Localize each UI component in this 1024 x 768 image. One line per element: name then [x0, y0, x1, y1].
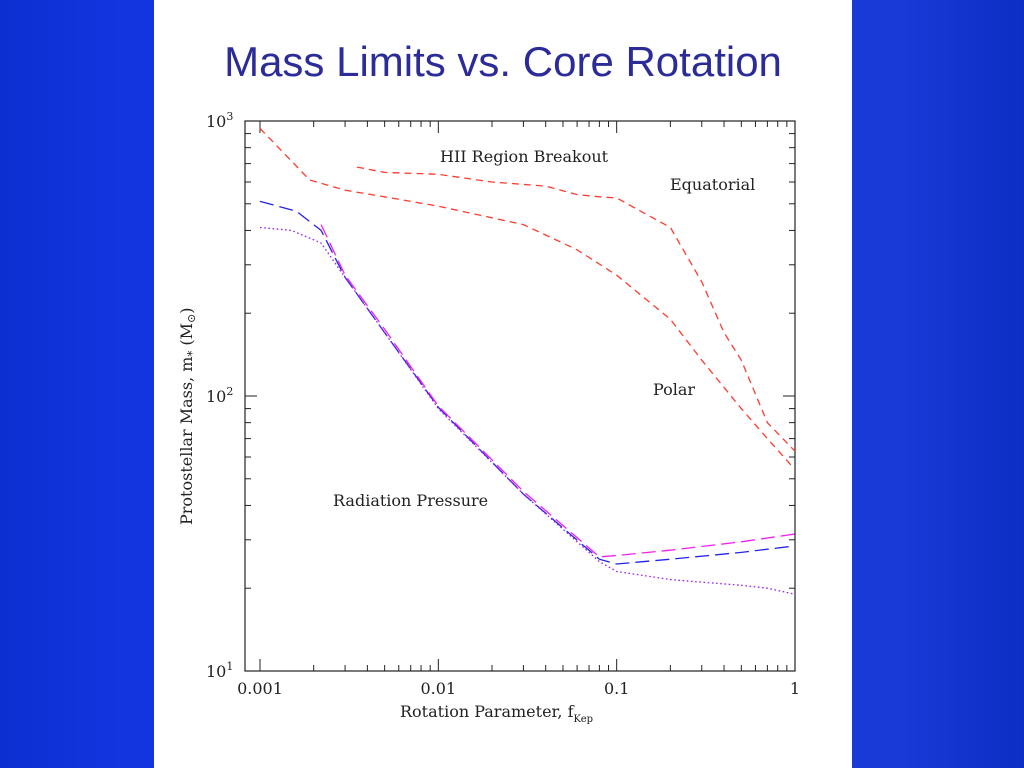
x-tick-label: 0.01	[420, 679, 456, 698]
y-tick-label: 101	[206, 660, 233, 681]
x-tick-label: 0.001	[237, 679, 283, 698]
y-tick-label: 102	[206, 385, 233, 406]
series-line-3	[259, 200, 796, 565]
series-line-2	[259, 127, 796, 471]
x-axis-label: Rotation Parameter, fKep	[400, 702, 593, 725]
major-ticks	[245, 120, 796, 672]
series-layer	[259, 127, 796, 595]
minor-ticks	[245, 121, 795, 671]
series-line-1	[356, 166, 796, 452]
series-line-4	[320, 224, 796, 558]
series-line-5	[259, 226, 796, 595]
plot-frame	[244, 120, 796, 672]
x-tick-label: 0.1	[604, 679, 629, 698]
slide-panel: Mass Limits vs. Core Rotation	[154, 0, 852, 768]
x-tick-label: 1	[790, 679, 800, 698]
annotation-equatorial: Equatorial	[670, 175, 755, 194]
slide-title: Mass Limits vs. Core Rotation	[224, 38, 782, 85]
y-tick-label: 103	[206, 110, 233, 131]
annotation-polar: Polar	[653, 380, 695, 399]
annotation-radiation: Radiation Pressure	[333, 491, 488, 510]
annotation-hii: HII Region Breakout	[440, 147, 609, 166]
y-axis-label: Protostellar Mass, m*(M⊙)	[177, 307, 199, 525]
